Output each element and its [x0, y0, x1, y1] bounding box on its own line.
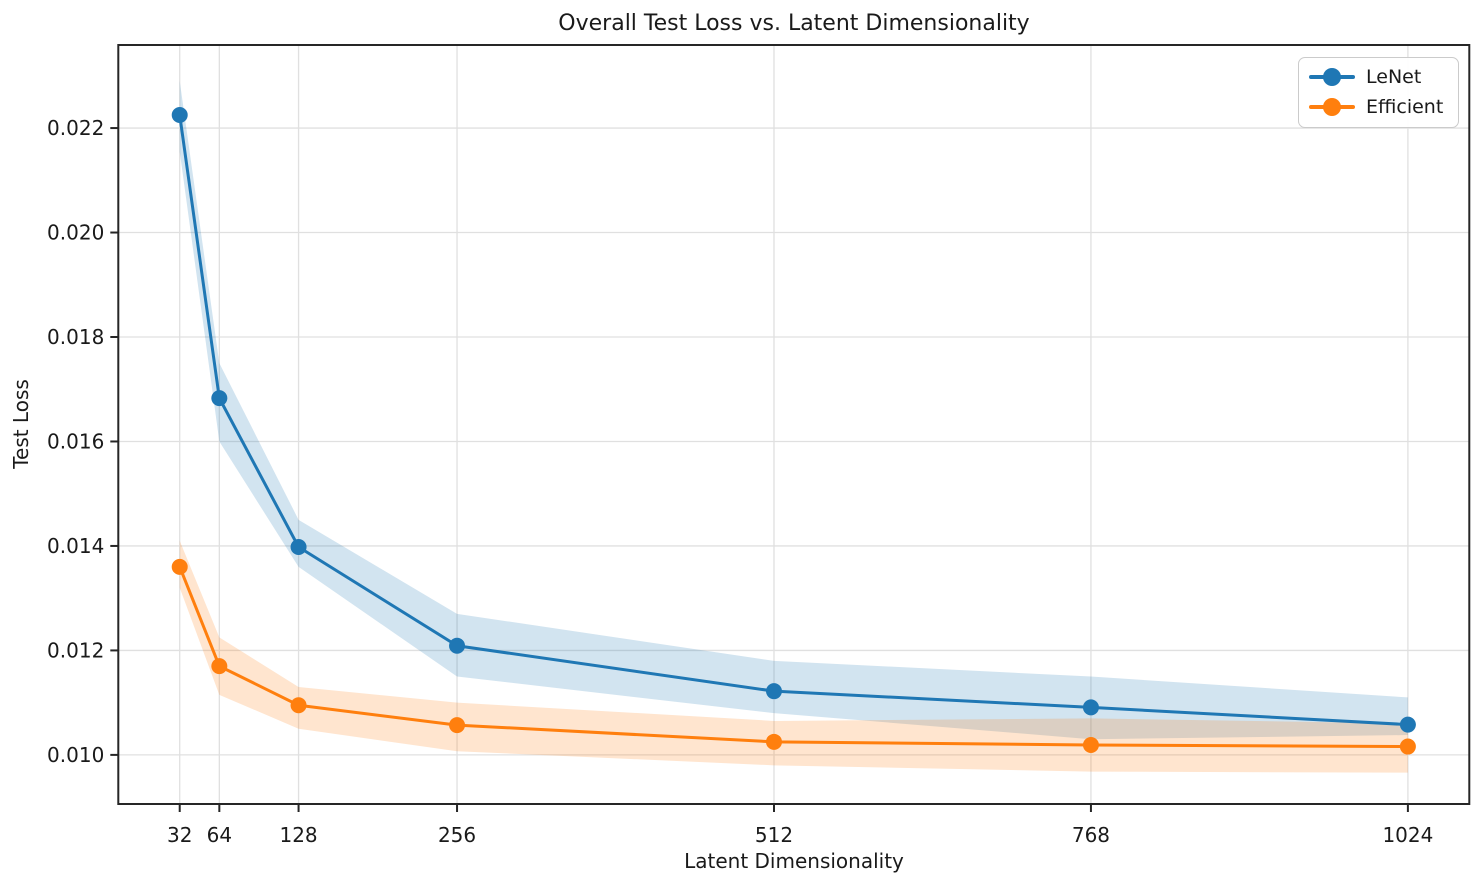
data-point-efficient [211, 658, 228, 675]
y-tick-label: 0.014 [47, 534, 104, 558]
x-tick-label: 256 [438, 823, 476, 847]
series-line-lenet [178, 113, 1410, 727]
data-point-lenet [290, 538, 307, 555]
x-tick-label: 128 [279, 823, 317, 847]
data-point-lenet [211, 390, 228, 407]
data-point-lenet [765, 683, 782, 700]
legend-item-lenet: LeNet [1309, 66, 1448, 88]
data-point-efficient [765, 733, 782, 750]
y-tick-label: 0.012 [47, 638, 104, 662]
y-tick-label: 0.016 [47, 429, 104, 453]
y-tick-label: 0.020 [47, 221, 104, 245]
data-point-efficient [449, 717, 466, 734]
legend: LeNet Efficient [1298, 57, 1459, 128]
legend-label-efficient: Efficient [1366, 96, 1444, 118]
y-tick-label: 0.010 [47, 743, 104, 767]
chart-title: Overall Test Loss vs. Latent Dimensional… [558, 11, 1030, 36]
axes-frame [117, 44, 1471, 805]
x-axis-label: Latent Dimensionality [684, 849, 904, 873]
data-point-lenet [449, 637, 466, 654]
legend-label-lenet: LeNet [1366, 66, 1422, 88]
confidence-band-efficient [179, 540, 1408, 773]
x-tick-label: 768 [1072, 823, 1110, 847]
x-tick-label: 64 [207, 823, 232, 847]
data-point-efficient [1399, 738, 1416, 755]
data-point-efficient [171, 558, 188, 575]
x-tick-label: 32 [167, 823, 192, 847]
y-tick-label: 0.022 [47, 116, 104, 140]
data-point-lenet [171, 106, 188, 123]
y-axis-label: Test Loss [9, 379, 33, 469]
confidence-band-lenet [179, 81, 1408, 740]
data-point-efficient [290, 697, 307, 714]
data-point-efficient [1082, 736, 1099, 753]
legend-marker-efficient-icon [1309, 98, 1355, 116]
data-point-lenet [1399, 716, 1416, 733]
x-tick-label: 512 [755, 823, 793, 847]
y-tick-label: 0.018 [47, 325, 104, 349]
x-tick-label: 1024 [1382, 823, 1433, 847]
legend-item-efficient: Efficient [1309, 96, 1448, 118]
data-point-lenet [1082, 699, 1099, 716]
legend-marker-lenet-icon [1309, 68, 1355, 86]
